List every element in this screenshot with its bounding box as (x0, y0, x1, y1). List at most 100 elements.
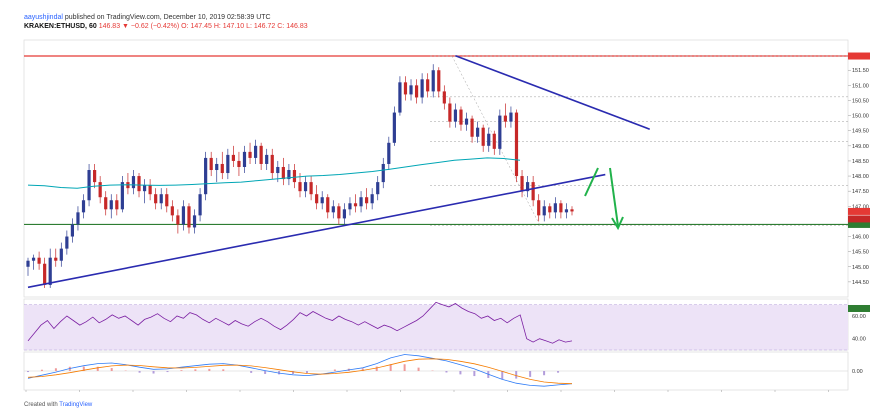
candle-body (553, 203, 557, 213)
candle-body (520, 176, 524, 192)
candle-body (559, 203, 563, 213)
candle-body (348, 203, 352, 210)
candle-body (98, 182, 102, 198)
candle-body (154, 194, 158, 204)
candle-body (104, 197, 108, 210)
price-tag (848, 220, 870, 228)
candle-body (137, 176, 141, 192)
ohlc-values: O: 147.45 H: 147.10 L: 146.72 C: 146.83 (181, 23, 308, 30)
candle-body (464, 118, 469, 125)
trendline (455, 54, 650, 130)
candle-body (65, 236, 69, 249)
candle-body (181, 206, 186, 225)
candle-body (509, 112, 513, 122)
candle-body (231, 154, 235, 161)
candle-body (437, 70, 441, 92)
candle-body (326, 197, 330, 213)
candle-body (309, 182, 313, 195)
candle-body (237, 160, 241, 167)
publish-text: published on TradingView.com, December 1… (64, 14, 271, 21)
price-axis-label: 151.50 (852, 68, 869, 74)
price-axis-label: 145.00 (852, 265, 869, 271)
candle-body (87, 170, 91, 201)
candle-body (564, 209, 569, 213)
candle-body (459, 109, 463, 125)
candle-body (353, 203, 358, 207)
trendline (27, 173, 606, 289)
candle-body (481, 127, 485, 146)
macd-signal-line (27, 358, 573, 385)
macd-axis-label: 0.00 (852, 369, 863, 375)
candle-body (109, 200, 113, 210)
candle-body (342, 209, 347, 219)
price-tag (848, 52, 870, 60)
candle-body (476, 127, 480, 137)
candle-body (542, 206, 546, 216)
tradingview-logo-icon[interactable]: TradingView (59, 402, 93, 408)
price-axis-label: 146.00 (852, 235, 869, 241)
countdown-tag (848, 215, 870, 223)
candle-body (470, 118, 474, 137)
rsi-axis-label: 40.00 (852, 337, 866, 343)
candle-body (76, 212, 80, 225)
candle-body (287, 170, 291, 180)
candle-body (170, 206, 174, 216)
symbol-label: KRAKEN:ETHUSD, 60 (24, 23, 97, 30)
ema-100-line (27, 157, 521, 189)
price-axis-label: 145.50 (852, 250, 869, 256)
candle-body (31, 257, 36, 261)
candle-body (381, 163, 385, 183)
candle-body (115, 200, 119, 210)
candle-body (503, 115, 507, 122)
candle-body (409, 85, 413, 95)
candle-body (270, 154, 274, 174)
price-tag (848, 304, 870, 312)
candle-body (531, 182, 535, 201)
candle-body (226, 154, 230, 174)
price-axis-label: 148.00 (852, 174, 869, 180)
price-pane (23, 39, 849, 298)
candle-body (337, 206, 341, 219)
chart-header: aayushjindal published on TradingView.co… (0, 0, 889, 38)
candle-body (453, 109, 458, 122)
candle-body (281, 166, 285, 180)
candle-body (248, 151, 252, 158)
arrowhead-icon (611, 216, 624, 231)
candle-body (370, 194, 374, 204)
candle-body (492, 133, 496, 149)
macd-line (27, 354, 573, 387)
candle-body (81, 200, 86, 213)
price-axis-label: 150.00 (852, 114, 869, 120)
candle-body (525, 182, 530, 192)
candle-body (431, 70, 435, 92)
footer-text: Created with (24, 402, 58, 408)
projection-arrow-up (584, 167, 599, 197)
candle-body (70, 224, 75, 237)
candle-body (320, 197, 324, 204)
candle-body (420, 79, 424, 98)
price-axis-label: 149.00 (852, 144, 869, 150)
candle-body (448, 103, 452, 122)
candle-body (276, 166, 280, 174)
candle-body (315, 194, 319, 204)
candle-body (298, 182, 302, 192)
price-axis-label: 149.50 (852, 129, 869, 135)
candle-body (192, 215, 197, 228)
candle-body (359, 197, 363, 207)
candle-body (292, 170, 297, 183)
candle-body (398, 82, 402, 113)
candle-body (387, 142, 391, 164)
candle-body (204, 157, 208, 195)
rsi-axis-label: 60.00 (852, 314, 866, 320)
candle-body (120, 182, 124, 210)
candle-body (26, 260, 30, 267)
candle-body (548, 206, 552, 213)
projection-arrow-down (609, 167, 619, 227)
candle-body (365, 197, 369, 204)
candle-body (570, 209, 574, 212)
author-link[interactable]: aayushjindal (24, 14, 63, 21)
candle-body (54, 257, 58, 261)
rsi-line (27, 301, 573, 344)
quote-line: KRAKEN:ETHUSD, 60 146.83 ▼ −0.62 (−0.42%… (24, 23, 308, 30)
